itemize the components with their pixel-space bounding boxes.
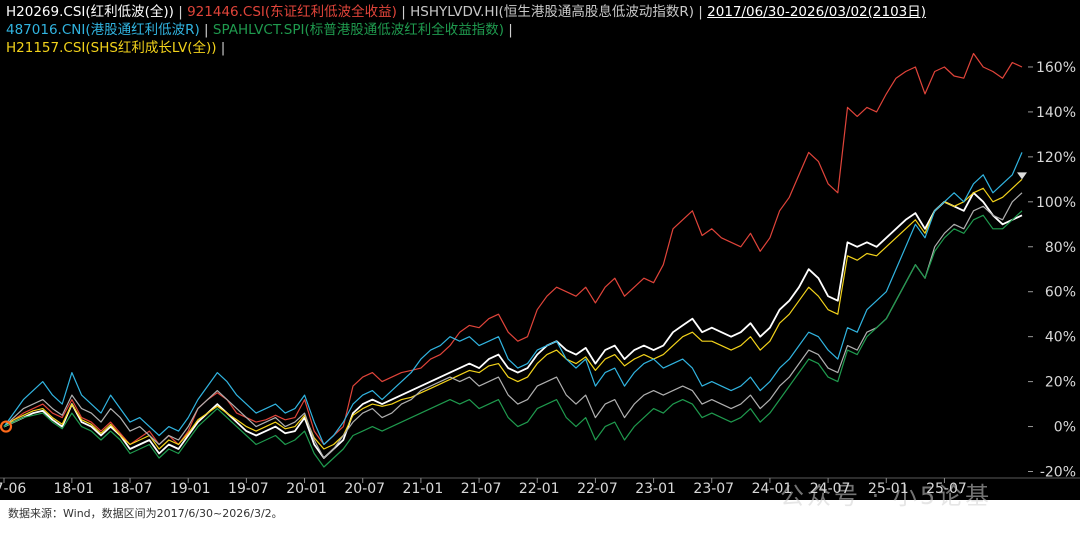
- legend-row-1: H20269.CSI(红利低波(全)) | 921446.CSI(东证红利低波全…: [6, 3, 1076, 21]
- x-tick-label: 18-01: [54, 481, 95, 497]
- legend-separator: |: [401, 4, 406, 20]
- y-tick-label: 20%: [1045, 375, 1076, 391]
- x-tick-label: 25-07: [926, 481, 967, 497]
- y-tick-label: 160%: [1036, 60, 1076, 76]
- x-tick-label: 17-06: [0, 481, 26, 497]
- x-tick-label: 21-01: [403, 481, 444, 497]
- legend-separator: |: [698, 4, 703, 20]
- legend-item-spahlvct[interactable]: SPAHLVCT.SPI(标普港股通低波红利全收益指数): [212, 22, 504, 38]
- x-tick-label: 25-01: [868, 481, 909, 497]
- series-line-0: [3, 52, 1023, 446]
- source-footer: 数据来源：Wind，数据区间为2017/6/30~2026/3/2。: [8, 507, 283, 520]
- watermark-text: 公众号 · 小5论基: [780, 482, 993, 510]
- x-tick-label: 19-07: [228, 481, 269, 497]
- legend-item-h20269[interactable]: H20269.CSI(红利低波(全)): [6, 4, 174, 20]
- legend-item-921446[interactable]: 921446.CSI(东证红利低波全收益): [187, 4, 397, 20]
- series-line-1: [3, 191, 1023, 459]
- legend-item-hshylvdv[interactable]: HSHYLVDV.HI(恒生港股通高股息低波动指数R): [410, 4, 694, 20]
- legend-item-487016[interactable]: 487016.CNI(港股通红利低波R): [6, 22, 200, 38]
- chart-panel: H20269.CSI(红利低波(全)) | 921446.CSI(东证红利低波全…: [0, 0, 1080, 510]
- x-tick-label: 18-07: [112, 481, 153, 497]
- legend-separator: |: [178, 4, 183, 20]
- y-tick-label: 40%: [1045, 330, 1076, 346]
- series-line-5: [3, 210, 1023, 468]
- legend-separator: |: [508, 22, 513, 38]
- legend-separator: |: [220, 40, 226, 56]
- y-tick-label: 0%: [1054, 420, 1076, 436]
- x-tick-label: 23-07: [693, 481, 734, 497]
- plot-area: -20% 0% 20% 40% 60% 80% 100% 120% 140% 160% 17-06 1…: [0, 52, 1080, 497]
- y-tick-label: 140%: [1036, 105, 1076, 121]
- legend-separator: |: [204, 22, 209, 38]
- legend-item-h21157[interactable]: H21157.CSI(SHS红利成长LV(全)): [6, 40, 217, 56]
- x-tick-label: 21-07: [461, 481, 502, 497]
- y-tick-label: 100%: [1036, 195, 1076, 211]
- series-line-3: [3, 192, 1023, 459]
- x-tick-label: 24-07: [810, 481, 851, 497]
- x-tick-label: 22-01: [519, 481, 560, 497]
- y-tick-label: 60%: [1045, 285, 1076, 301]
- legend-row-3: H21157.CSI(SHS红利成长LV(全)) |: [6, 39, 1076, 57]
- x-tick-label: 23-01: [635, 481, 676, 497]
- x-tick-label: 24-01: [752, 481, 793, 497]
- legend: H20269.CSI(红利低波(全)) | 921446.CSI(东证红利低波全…: [6, 3, 1076, 57]
- date-range[interactable]: 2017/06/30-2026/03/02(2103日): [707, 4, 927, 20]
- y-tick-label: 120%: [1036, 150, 1076, 166]
- legend-row-2: 487016.CNI(港股通红利低波R) | SPAHLVCT.SPI(标普港股…: [6, 21, 1076, 39]
- series-line-4: [3, 152, 1023, 446]
- end-marker: [1017, 172, 1027, 180]
- series-line-2: [3, 178, 1023, 450]
- x-tick-label: 20-07: [344, 481, 385, 497]
- start-marker: [0, 420, 13, 433]
- x-tick-label: 22-07: [577, 481, 618, 497]
- y-tick-label: -20%: [1040, 465, 1076, 481]
- x-tick-label: 19-01: [170, 481, 211, 497]
- y-tick-label: 80%: [1045, 240, 1076, 256]
- x-tick-label: 20-01: [286, 481, 327, 497]
